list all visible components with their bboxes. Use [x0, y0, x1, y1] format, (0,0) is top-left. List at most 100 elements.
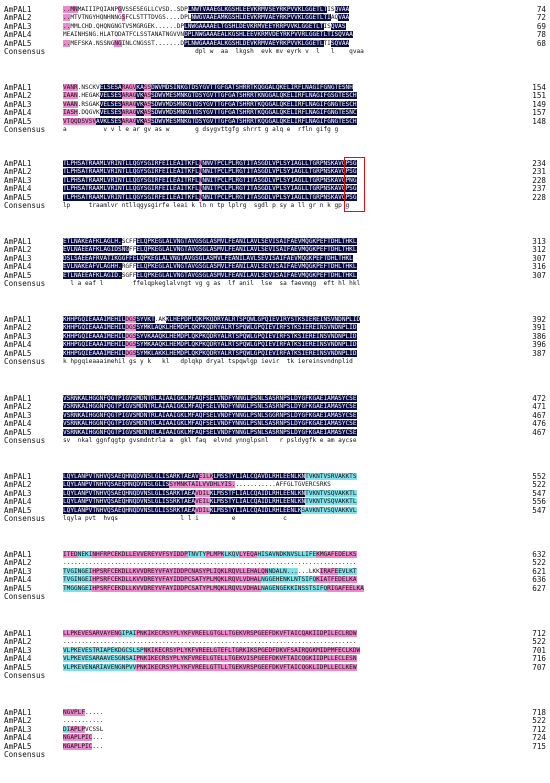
position-number: 313: [532, 237, 546, 246]
sequence-name: AmPAL5: [4, 427, 32, 437]
sequence-row: IASH.DQGVKVELSESARAGVKASSDWVMDSMNKGTDSYG…: [63, 109, 357, 117]
position-number: 472: [532, 394, 546, 403]
sequence-row: ITEDNEKINHFRPCEKDLLEVVEREYVFSYIDDPTNVTYP…: [63, 551, 357, 558]
sequence-name: AmPAL4: [4, 184, 32, 194]
sequence-row: DSLSAEEAFRVATIKGGFFELQPKEGLALVNGTAVGSGLA…: [63, 254, 353, 262]
consensus-label: Consensus: [4, 125, 46, 134]
sequence-name: AmPAL2: [4, 245, 32, 255]
consensus-label: Consensus: [4, 671, 46, 680]
position-number: 556: [532, 497, 546, 507]
sequence-name: AmPAL5: [4, 583, 32, 593]
position-number: 234: [532, 159, 546, 168]
position-number: 707: [532, 662, 546, 672]
position-number: 68: [536, 38, 546, 48]
sequence-name: AmPAL2: [4, 323, 32, 333]
sequence-name: AmPAL4: [4, 262, 32, 272]
sequence-name: AmPAL5: [4, 116, 32, 126]
position-number: 627: [532, 583, 546, 593]
position-number: 72: [536, 13, 546, 23]
position-number: 74: [536, 5, 546, 14]
position-number: 392: [532, 315, 546, 324]
sequence-row: LQYLANPVTNHVQSAEQHNQDVNSLGLISSRKTAEAVDIL…: [63, 506, 357, 514]
position-number: 69: [536, 21, 546, 31]
consensus-label: Consensus: [4, 279, 46, 288]
sequence-row: VANR.NSCKVELSESARAGVKASSDWVMDSINKGTDSYGV…: [63, 84, 353, 91]
sequence-row: NGVPLF.....: [63, 709, 104, 716]
sequence-name: AmPAL2: [4, 167, 32, 177]
sequence-row: LQYLANPVTNHVQSAEQHNQDVNSLGLISARKTAEAVDIL…: [63, 489, 357, 497]
position-number: 386: [532, 331, 546, 341]
position-number: 547: [532, 488, 546, 498]
sequence-name: AmPAL1: [4, 629, 32, 638]
position-number: 701: [532, 645, 546, 655]
sequence-name: AmPAL1: [4, 472, 32, 481]
sequence-name: AmPAL5: [4, 662, 32, 672]
consensus-label: Consensus: [4, 514, 46, 523]
position-number: 151: [532, 91, 546, 101]
sequence-row: VSRNKAIHGGNFQGTPIGVSMDNTRLAIAAIGKLMFAQFS…: [63, 411, 357, 419]
sequence-name: AmPAL2: [4, 402, 32, 412]
sequence-row: ETLNAEEAFKLAGID.SGFFELQPKEGLALVNGTAVGSGL…: [63, 271, 357, 279]
sequence-name: AmPAL2: [4, 91, 32, 101]
position-number: 154: [532, 83, 546, 92]
sequence-row: TLPHSATRAAMLVRINTLLQGYSGIRFEILEAITKFLNNN…: [63, 160, 357, 167]
position-number: 522: [532, 637, 546, 647]
position-number: 396: [532, 340, 546, 350]
sequence-name: AmPAL3: [4, 175, 32, 185]
position-number: 522: [532, 480, 546, 490]
consensus-row: sv nkal ggnfqgtp gvsmdntrla a gkl faq el…: [63, 437, 357, 444]
position-number: 547: [532, 505, 546, 515]
position-number: 471: [532, 402, 546, 412]
sequence-row: VLPKEVESARAAVESGNSAIPNKIKECRSYPLYKFVREEL…: [63, 655, 357, 663]
sequence-name: AmPAL2: [4, 480, 32, 490]
sequence-row: LQYLANPVTNHVQSAEQHNQDVNSLGLISARKTAEAVEIL…: [63, 473, 357, 480]
consensus-row: l a eaf l ffelqpkeglalvngt vg g as lf an…: [63, 280, 361, 287]
sequence-row: KHHPGQIEAAAIMEHILDGSSYMKLAKKLHEMDPLQKPKQ…: [63, 349, 357, 357]
consensus-row: a v v l e ar gv as w g dsygvttgfg shrrt …: [63, 126, 339, 133]
sequence-name: AmPAL4: [4, 108, 32, 118]
sequence-name: AmPAL3: [4, 724, 32, 734]
sequence-row: VSRNKALHGGNFQGTPIGVSMDNTRLAIAAIGKLMFAQFS…: [63, 395, 357, 402]
sequence-row: ..MTVTNGYHQNHNNGSFCLSTTTDVGS....DPLNWGVA…: [63, 14, 350, 22]
sequence-row: VSRNKAIHGGNFQGTPIGVSMDNTRLAIAAIGKLMFAQFS…: [63, 403, 357, 411]
sequence-row: VSRNKAIHGGNFQGTPIGVSMDNTRLAIAAIGKLMFAQFS…: [63, 428, 357, 436]
consensus-row: lqyla pvt hvqs l l i e c: [63, 515, 287, 522]
sequence-row: IAAN.HEGAKVELSESARAGVKASSDWVMESMNKGTDSYG…: [63, 92, 357, 100]
sequence-name: AmPAL5: [4, 348, 32, 358]
position-number: 715: [532, 741, 546, 751]
sequence-name: AmPAL1: [4, 159, 32, 168]
sequence-row: VLPKEVESTRIAPEKDGCSLSPNKIKECRSYPLYKFVREE…: [63, 646, 361, 654]
sequence-row: KHHPGQIEAAAIMEHILDGSSYVKT.AKKLHEPDPLQKPK…: [63, 316, 361, 323]
sequence-name: AmPAL1: [4, 5, 32, 14]
sequence-row: ..MMLCHD.QHQNGNGTVSMGRGEK......DPLNWGAAA…: [63, 22, 346, 30]
position-number: 621: [532, 566, 546, 576]
sequence-name: AmPAL3: [4, 331, 32, 341]
sequence-name: AmPAL3: [4, 253, 32, 263]
sequence-row: NGAPLPIC...: [63, 734, 104, 742]
consensus-label: Consensus: [4, 47, 46, 56]
position-number: 522: [532, 716, 546, 726]
position-number: 467: [532, 427, 546, 437]
sequence-row: VLPKEVENARIAVENGNPVVPNKIKECRSYPLYKFVREEL…: [63, 663, 357, 671]
position-number: 157: [532, 108, 546, 118]
sequence-row: DIAPLPVCSSL: [63, 725, 104, 733]
sequence-name: AmPAL5: [4, 741, 32, 751]
sequence-name: AmPAL3: [4, 566, 32, 576]
consensus-row: lp traamlvr ntllqgysgirfe leai k ln n tp…: [63, 202, 350, 209]
position-number: 228: [532, 175, 546, 185]
sequence-row: VTQQDSVSVAVKLSESARAGVKASSDWVMESMNKGTDSYG…: [63, 117, 357, 125]
sequence-name: AmPAL3: [4, 645, 32, 655]
sequence-name: AmPAL1: [4, 315, 32, 324]
sequence-row: LQYLANPVTNHVQSAEQHNQDVNSLGLISSRKTAEAVEIL…: [63, 498, 357, 506]
sequence-row: TLPHSATRAAMLVRINTLLQGYSGIRFEILEAITKFLNNN…: [63, 168, 357, 176]
consensus-label: Consensus: [4, 592, 46, 601]
sequence-row: LLPKEVESARVAYENGIPAIPNKIKECRSYPLYKFVREEL…: [63, 630, 357, 637]
position-number: 237: [532, 184, 546, 194]
consensus-label: Consensus: [4, 436, 46, 445]
sequence-name: AmPAL4: [4, 733, 32, 743]
position-number: 228: [532, 192, 546, 202]
sequence-name: AmPAL1: [4, 83, 32, 92]
sequence-row: EVLNAEEAFKLAGIDSNGFFELQPKEGLALVNGTAVGSGL…: [63, 246, 357, 254]
sequence-row: ..MNMAIIIPQIANPGVSSESEGLLCVSD..SDPLNWTVA…: [63, 6, 350, 13]
sequence-row: TMGGNGEIHPSRFCEKDLLKVVDREYVFAYIDDPCSATYP…: [63, 584, 364, 592]
